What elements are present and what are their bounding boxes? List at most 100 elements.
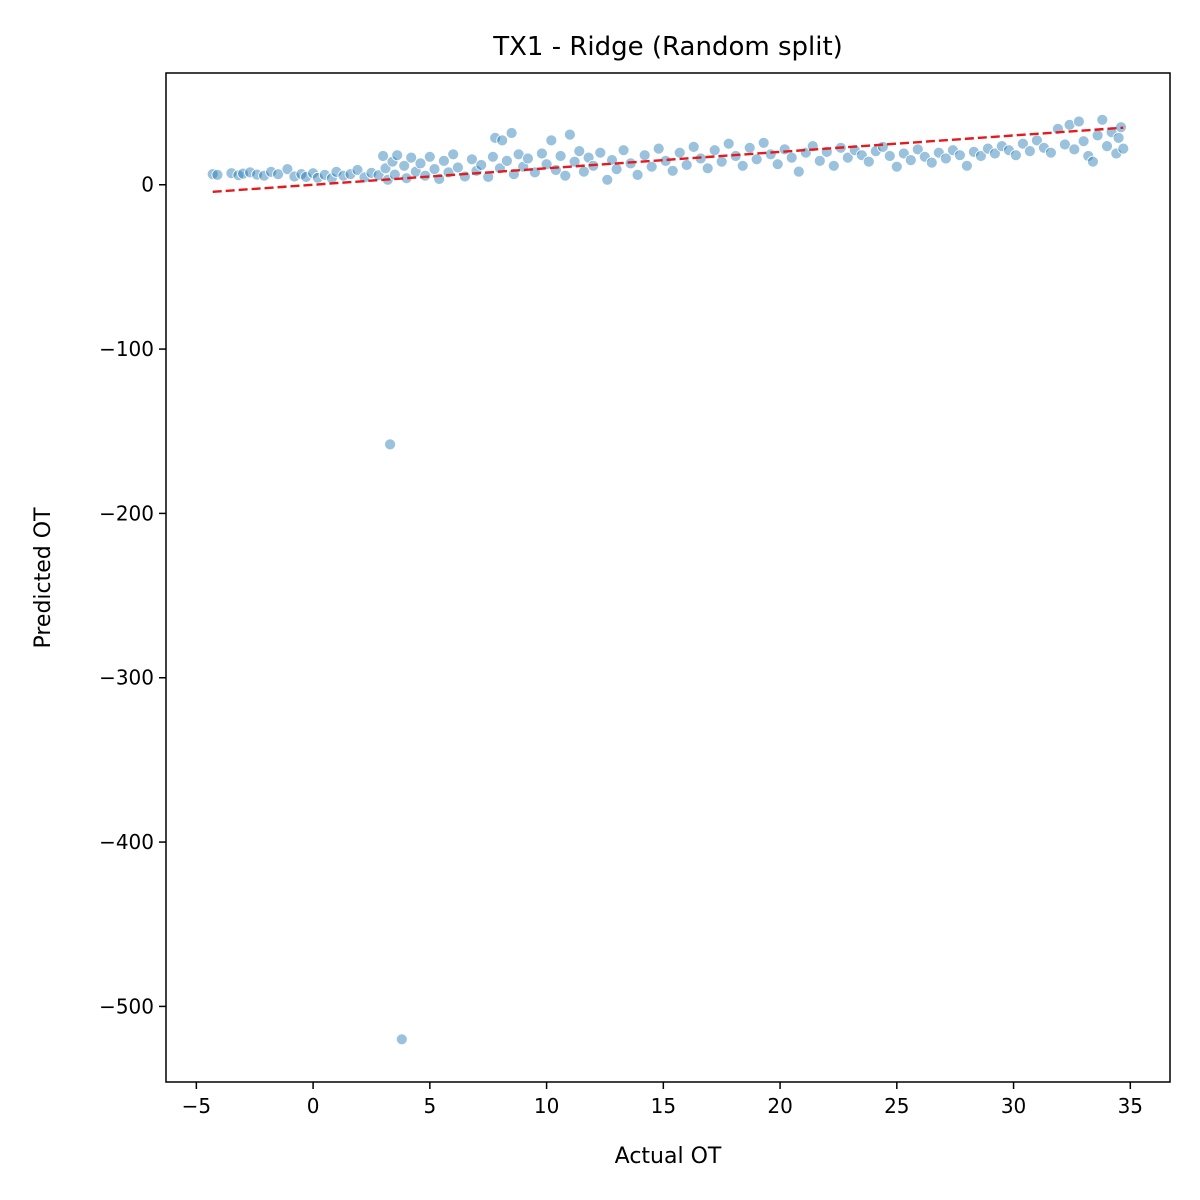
data-point [505, 127, 518, 139]
data-point [757, 136, 770, 149]
data-point [680, 159, 693, 171]
data-point [771, 158, 784, 171]
data-point [372, 169, 385, 182]
data-point [573, 145, 586, 158]
x-tick-label: 5 [423, 1094, 436, 1118]
data-point [750, 153, 763, 166]
data-point [536, 147, 548, 160]
data-point [384, 438, 397, 451]
y-axis-label: Predicted OT [31, 507, 56, 649]
data-point [666, 164, 679, 177]
data-point [785, 151, 798, 164]
data-point [862, 155, 875, 168]
data-point [1017, 137, 1029, 150]
data-point [265, 165, 278, 178]
data-point [272, 168, 285, 181]
x-axis-label: Actual OT [615, 1144, 722, 1169]
data-point [701, 162, 714, 175]
data-point [743, 141, 756, 154]
data-point [940, 152, 952, 165]
reference-line [212, 126, 1124, 194]
data-point [318, 168, 331, 181]
data-point [423, 150, 436, 163]
data-point [827, 159, 840, 172]
data-point [1059, 138, 1071, 151]
data-point [307, 167, 320, 180]
data-point [1010, 149, 1022, 162]
chart-title: TX1 - Ridge (Random split) [492, 32, 843, 62]
data-point [206, 168, 219, 181]
data-point [258, 169, 271, 182]
data-point [961, 159, 973, 172]
data-point [687, 140, 700, 153]
data-point [554, 150, 567, 162]
points-layer [206, 113, 1130, 1046]
data-point [564, 128, 576, 141]
data-point [841, 151, 854, 164]
data-point [300, 170, 313, 183]
data-point [617, 144, 630, 157]
data-point [405, 151, 418, 164]
data-point [414, 157, 427, 170]
x-axis: −5 0 5 10 15 20 25 30 35 [182, 1082, 1143, 1118]
data-point [652, 142, 665, 155]
y-tick-label: −400 [99, 830, 154, 854]
data-point [764, 148, 777, 161]
data-point [337, 169, 350, 182]
reference-line-layer [212, 126, 1124, 194]
x-tick-label: 35 [1118, 1094, 1143, 1118]
data-point [365, 166, 378, 179]
x-tick-label: 20 [767, 1094, 792, 1118]
data-point [1101, 140, 1113, 153]
data-point [344, 168, 357, 181]
data-point [975, 150, 987, 162]
y-tick-label: −300 [99, 666, 154, 690]
data-point [911, 143, 924, 156]
data-point [351, 164, 364, 176]
data-point [486, 150, 499, 163]
data-point [813, 154, 826, 167]
data-point [1117, 142, 1130, 155]
data-point [1087, 155, 1099, 168]
data-point [1068, 143, 1081, 156]
y-tick-label: 0 [141, 173, 154, 197]
data-point [391, 149, 404, 162]
data-point [1096, 113, 1109, 126]
data-point [559, 169, 572, 182]
data-point [475, 159, 488, 171]
y-axis: 0 −100 −200 −300 −400 −500 [99, 173, 166, 1018]
data-point [281, 163, 294, 176]
data-point [631, 168, 644, 181]
data-point [568, 155, 581, 168]
data-point [594, 146, 607, 159]
data-point [601, 173, 614, 186]
y-tick-label: −100 [99, 337, 154, 361]
data-point [792, 165, 805, 178]
x-tick-label: 10 [534, 1094, 559, 1118]
data-point [386, 155, 399, 168]
data-point [638, 149, 651, 162]
data-point [225, 167, 238, 180]
data-point [500, 154, 513, 167]
data-point [883, 150, 896, 162]
data-point [447, 148, 460, 161]
data-point [244, 166, 257, 179]
data-point [1091, 129, 1104, 142]
data-point [496, 134, 509, 147]
x-tick-label: 15 [651, 1094, 676, 1118]
data-point [996, 140, 1008, 153]
x-tick-label: 25 [884, 1094, 909, 1118]
data-point [395, 1033, 408, 1046]
data-point [1045, 146, 1057, 159]
data-point [489, 131, 502, 144]
data-point [330, 165, 343, 178]
data-point [428, 163, 441, 176]
data-point [522, 152, 534, 165]
data-point [736, 159, 749, 172]
plot-area-frame [165, 72, 1171, 1083]
data-point [989, 147, 1001, 160]
data-point [1112, 131, 1125, 144]
data-point [1077, 135, 1090, 148]
data-point [904, 154, 917, 167]
